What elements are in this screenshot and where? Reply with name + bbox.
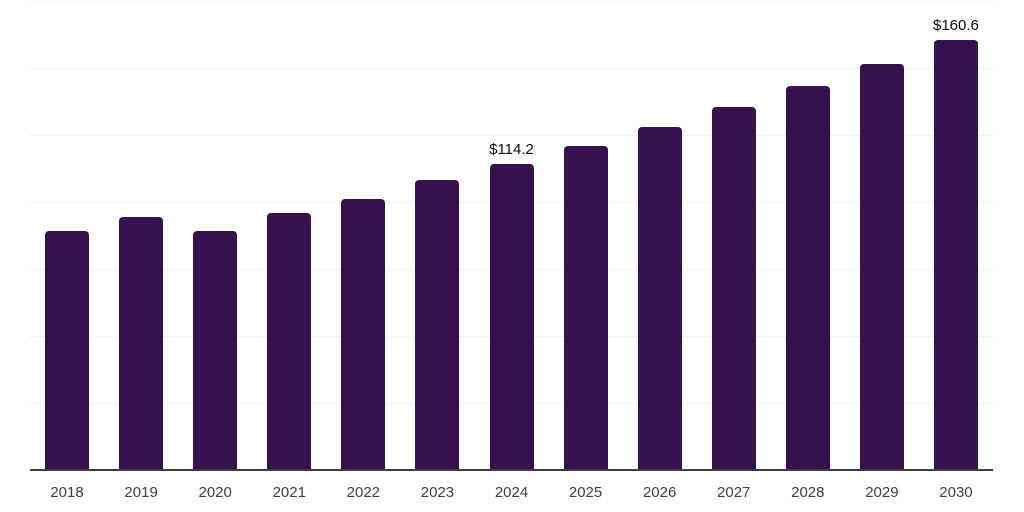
bar-2025 — [563, 145, 608, 470]
x-tick-label-2027: 2027 — [717, 484, 751, 501]
bar-2020 — [193, 231, 238, 470]
bar-2023 — [415, 180, 460, 470]
x-tick-label-2021: 2021 — [272, 484, 306, 501]
bar-2019 — [119, 216, 164, 470]
x-tick-label-2029: 2029 — [865, 484, 899, 501]
bar-2018 — [45, 230, 90, 470]
x-tick-label-2023: 2023 — [420, 484, 455, 501]
bar-2026 — [637, 127, 682, 470]
x-tick-label-2025: 2025 — [568, 484, 603, 501]
x-axis-line — [30, 469, 993, 471]
bar-2029 — [859, 63, 904, 470]
bar-2024 — [489, 163, 534, 470]
bar-2027 — [711, 107, 756, 470]
gridline-125 — [30, 135, 993, 136]
gridline-150 — [30, 68, 993, 69]
x-tick-label-2030: 2030 — [939, 484, 973, 501]
bar-2022 — [341, 198, 386, 470]
x-tick-label-2024: 2024 — [494, 484, 529, 501]
x-tick-label-2028: 2028 — [791, 484, 825, 501]
bar-2030 — [933, 39, 978, 470]
x-tick-label-2026: 2026 — [642, 484, 677, 501]
gridline-175 — [30, 1, 993, 2]
x-tick-label-2022: 2022 — [346, 484, 381, 501]
bar-value-label-2030: $160.6 — [933, 16, 979, 34]
x-tick-label-2018: 2018 — [50, 484, 84, 501]
x-tick-label-2020: 2020 — [198, 484, 232, 501]
x-tick-label-2019: 2019 — [124, 484, 158, 501]
bar-2028 — [785, 85, 830, 470]
bar-2021 — [267, 213, 312, 470]
bar-value-label-2024: $114.2 — [489, 140, 534, 158]
